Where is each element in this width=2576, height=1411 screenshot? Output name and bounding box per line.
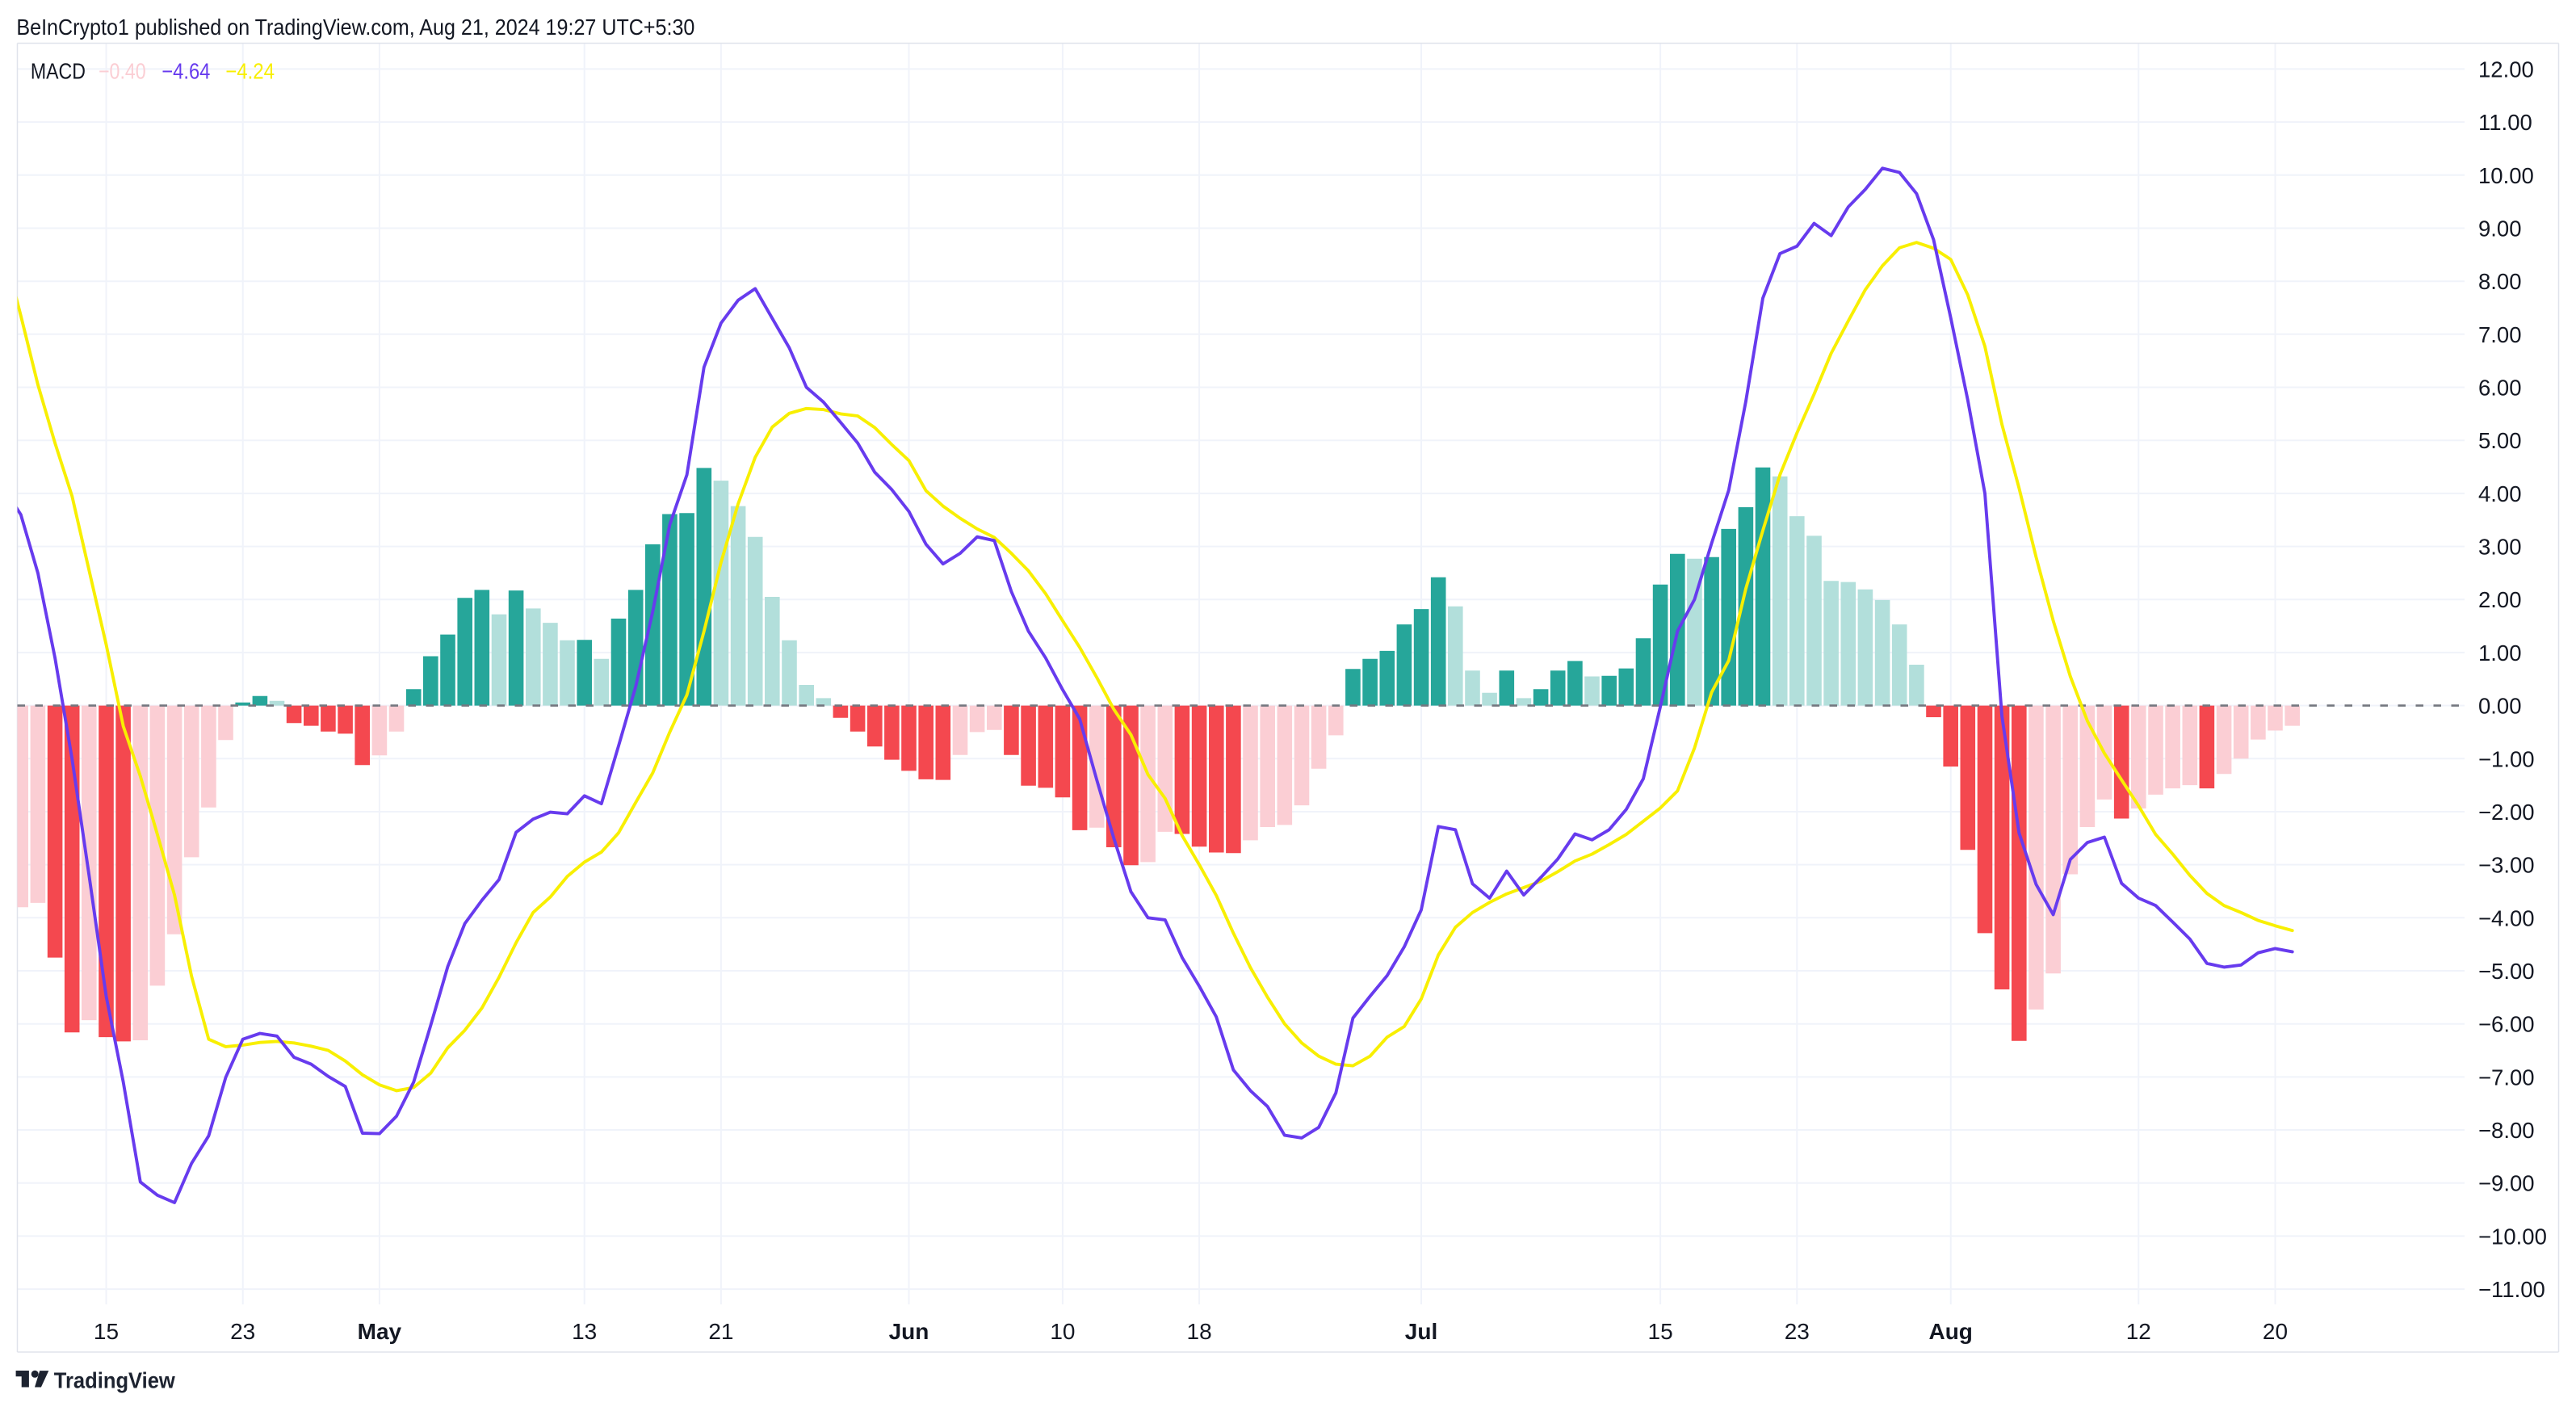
- svg-text:−6.00: −6.00: [2478, 1012, 2535, 1037]
- svg-text:2.00: 2.00: [2478, 587, 2522, 612]
- svg-text:20: 20: [2263, 1319, 2288, 1344]
- svg-text:6.00: 6.00: [2478, 376, 2522, 401]
- svg-text:21: 21: [708, 1319, 733, 1344]
- svg-text:3.00: 3.00: [2478, 535, 2522, 560]
- svg-text:−11.00: −11.00: [2478, 1277, 2545, 1302]
- svg-text:7.00: 7.00: [2478, 322, 2522, 347]
- svg-text:12.00: 12.00: [2478, 57, 2534, 82]
- svg-text:May: May: [358, 1319, 402, 1344]
- svg-text:10: 10: [1050, 1319, 1075, 1344]
- svg-text:BeInCrypto1 published on Tradi: BeInCrypto1 published on TradingView.com…: [16, 15, 694, 40]
- svg-text:11.00: 11.00: [2478, 110, 2532, 135]
- svg-text:Jul: Jul: [1405, 1319, 1437, 1344]
- svg-text:4.00: 4.00: [2478, 481, 2522, 506]
- svg-text:−9.00: −9.00: [2478, 1171, 2535, 1196]
- svg-text:−4.64: −4.64: [162, 59, 210, 84]
- svg-text:8.00: 8.00: [2478, 269, 2522, 294]
- svg-text:12: 12: [2126, 1319, 2151, 1344]
- svg-text:15: 15: [94, 1319, 119, 1344]
- svg-text:9.00: 9.00: [2478, 216, 2522, 241]
- svg-text:Aug: Aug: [1928, 1319, 1972, 1344]
- svg-text:−5.00: −5.00: [2478, 959, 2535, 984]
- svg-text:15: 15: [1648, 1319, 1673, 1344]
- svg-text:23: 23: [230, 1319, 255, 1344]
- svg-text:−4.00: −4.00: [2478, 905, 2535, 930]
- svg-text:−3.00: −3.00: [2478, 853, 2535, 878]
- svg-text:−10.00: −10.00: [2478, 1224, 2547, 1249]
- svg-text:MACD: MACD: [31, 59, 86, 84]
- svg-text:−1.00: −1.00: [2478, 746, 2535, 771]
- svg-text:13: 13: [572, 1319, 597, 1344]
- svg-text:−7.00: −7.00: [2478, 1065, 2535, 1090]
- svg-text:Jun: Jun: [889, 1319, 929, 1344]
- svg-text:1.00: 1.00: [2478, 640, 2522, 666]
- svg-text:−0.40: −0.40: [99, 59, 146, 84]
- svg-text:−8.00: −8.00: [2478, 1118, 2535, 1143]
- svg-text:5.00: 5.00: [2478, 428, 2522, 453]
- svg-text:−4.24: −4.24: [225, 59, 275, 84]
- svg-text:0.00: 0.00: [2478, 694, 2522, 719]
- svg-text:23: 23: [1785, 1319, 1810, 1344]
- svg-text:10.00: 10.00: [2478, 163, 2534, 188]
- svg-text:TradingView: TradingView: [54, 1367, 175, 1392]
- svg-text:18: 18: [1187, 1319, 1212, 1344]
- svg-text:−2.00: −2.00: [2478, 800, 2535, 825]
